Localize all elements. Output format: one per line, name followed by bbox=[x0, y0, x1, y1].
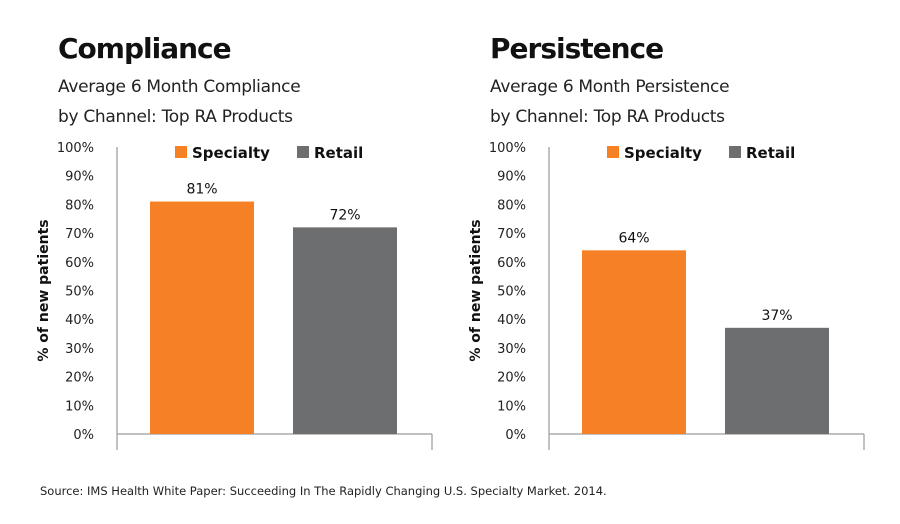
chart-subtitle-line: by Channel: Top RA Products bbox=[490, 107, 725, 127]
legend-label: Retail bbox=[314, 144, 363, 162]
data-label: 81% bbox=[186, 182, 217, 198]
data-label: 72% bbox=[329, 207, 360, 223]
legend-swatch bbox=[729, 146, 741, 158]
y-tick-label: 90% bbox=[65, 170, 94, 185]
y-tick-label: 20% bbox=[65, 371, 94, 386]
persistence-chart-panel: Persistence Average 6 Month Persistence … bbox=[432, 0, 865, 470]
legend-label: Retail bbox=[746, 144, 795, 162]
y-axis-label: % of new patients bbox=[468, 219, 484, 361]
legend-swatch bbox=[175, 146, 187, 158]
data-label: 64% bbox=[618, 230, 649, 246]
y-tick-label: 30% bbox=[65, 342, 94, 357]
y-tick-label: 60% bbox=[65, 256, 94, 271]
chart-subtitle: Average 6 Month Compliance by Channel: T… bbox=[58, 72, 301, 132]
y-tick-label: 80% bbox=[497, 198, 526, 213]
chart-subtitle-line: by Channel: Top RA Products bbox=[58, 107, 293, 127]
y-tick-label: 40% bbox=[497, 313, 526, 328]
y-tick-label: 100% bbox=[489, 141, 526, 156]
bar-retail bbox=[725, 327, 829, 434]
y-tick-label: 70% bbox=[65, 227, 94, 242]
y-tick-label: 100% bbox=[57, 141, 94, 156]
chart-subtitle-line: Average 6 Month Persistence bbox=[490, 77, 730, 97]
legend-swatch bbox=[297, 146, 309, 158]
legend-label: Specialty bbox=[624, 144, 702, 162]
chart-title: Compliance bbox=[58, 32, 232, 65]
y-tick-label: 50% bbox=[497, 285, 526, 300]
y-tick-label: 90% bbox=[497, 170, 526, 185]
bar-retail bbox=[293, 227, 397, 434]
chart-subtitle: Average 6 Month Persistence by Channel: … bbox=[490, 72, 730, 132]
y-tick-label: 0% bbox=[505, 428, 526, 443]
y-axis-label: % of new patients bbox=[36, 219, 52, 361]
chart-title: Persistence bbox=[490, 32, 664, 65]
data-label: 37% bbox=[761, 308, 792, 324]
compliance-bar-chart: 0% 10% 20% 30% 40% 50% 60% 70% 80% 90% 100% % of ne… bbox=[36, 141, 433, 450]
y-tick-label: 20% bbox=[497, 371, 526, 386]
y-tick-label: 80% bbox=[65, 198, 94, 213]
y-tick-label: 50% bbox=[65, 285, 94, 300]
source-note: Source: IMS Health White Paper: Succeedi… bbox=[40, 484, 607, 498]
y-tick-label: 10% bbox=[65, 399, 94, 414]
chart-subtitle-line: Average 6 Month Compliance bbox=[58, 77, 301, 97]
y-tick-label: 60% bbox=[497, 256, 526, 271]
persistence-bar-chart: 0% 10% 20% 30% 40% 50% 60% 70% 80% 90% 100% % of ne… bbox=[468, 141, 865, 450]
y-tick-label: 10% bbox=[497, 399, 526, 414]
legend-label: Specialty bbox=[192, 144, 270, 162]
y-tick-label: 0% bbox=[73, 428, 94, 443]
y-tick-label: 30% bbox=[497, 342, 526, 357]
y-tick-label: 70% bbox=[497, 227, 526, 242]
bar-specialty bbox=[582, 250, 686, 434]
legend-swatch bbox=[607, 146, 619, 158]
y-tick-label: 40% bbox=[65, 313, 94, 328]
bar-specialty bbox=[150, 201, 254, 434]
compliance-chart-panel: Compliance Average 6 Month Compliance by… bbox=[0, 0, 433, 470]
